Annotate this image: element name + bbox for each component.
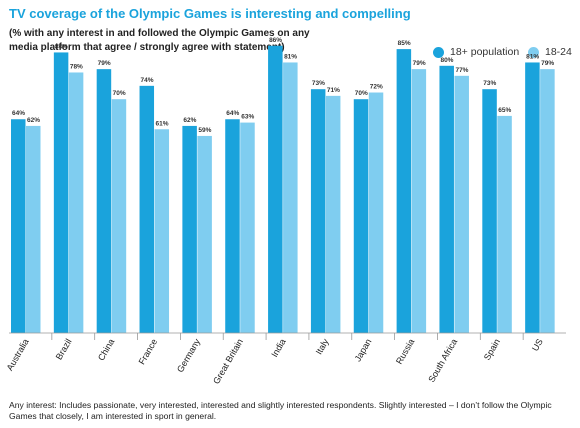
- bar-us-series-1: [525, 62, 540, 334]
- bar-germany-series-2: [197, 135, 212, 333]
- bar-italy-series-1: [310, 89, 326, 334]
- category-label: South Africa: [426, 337, 459, 384]
- category-label: Germany: [175, 337, 202, 374]
- bar-spain-series-1: [482, 89, 497, 334]
- bar-great-britain-series-2: [240, 122, 255, 333]
- category-label: Japan: [353, 337, 374, 363]
- bar-france-series-2: [154, 129, 170, 333]
- bar-us-series-2: [540, 69, 555, 333]
- bar-spain-series-2: [497, 115, 512, 334]
- data-label: 73%: [483, 80, 496, 87]
- data-label: 81%: [284, 53, 297, 60]
- data-label: 74%: [141, 77, 154, 84]
- data-label: 64%: [226, 110, 239, 117]
- bar-russia-series-1: [396, 49, 412, 333]
- data-label: 70%: [355, 90, 368, 97]
- data-label: 78%: [70, 63, 83, 70]
- data-label: 71%: [327, 87, 340, 94]
- footnote: Any interest: Includes passionate, very …: [9, 400, 552, 421]
- data-label: 65%: [498, 107, 511, 114]
- legend-label-18-24: 18-24: [545, 46, 572, 58]
- data-label: 81%: [526, 53, 539, 60]
- data-label: 72%: [370, 84, 383, 91]
- bar-south-africa-series-2: [454, 75, 469, 333]
- bar-italy-series-2: [325, 95, 341, 333]
- bar-brazil-series-2: [68, 72, 84, 333]
- legend-swatch-18-plus: [433, 47, 444, 58]
- data-label: 70%: [113, 90, 126, 97]
- chart-subtitle: (% with any interest in and followed the…: [9, 28, 310, 53]
- bar-great-britain-series-1: [225, 119, 240, 334]
- data-label: 61%: [156, 120, 169, 127]
- bar-australia-series-2: [26, 125, 41, 333]
- category-label: China: [96, 337, 116, 362]
- data-label: 63%: [241, 114, 254, 121]
- data-label: 79%: [98, 60, 111, 67]
- bar-india-series-1: [268, 45, 283, 333]
- data-label: 62%: [183, 117, 196, 124]
- category-label: US: [530, 337, 545, 353]
- category-label: Great Britain: [211, 337, 245, 386]
- bar-south-africa-series-1: [439, 65, 454, 334]
- category-label: India: [269, 337, 287, 359]
- bar-chart: 64%62%Australia84%78%Brazil79%70%China74…: [5, 37, 566, 386]
- bar-russia-series-2: [411, 69, 427, 333]
- bar-brazil-series-1: [53, 52, 69, 333]
- category-label: Brazil: [54, 337, 74, 361]
- bar-china-series-1: [96, 69, 112, 333]
- data-label: 84%: [55, 43, 68, 50]
- bar-japan-series-2: [368, 92, 384, 334]
- category-label: Australia: [5, 337, 31, 372]
- bar-germany-series-1: [182, 125, 197, 333]
- data-label: 59%: [198, 127, 211, 134]
- data-label: 79%: [541, 60, 554, 67]
- data-label: 85%: [398, 40, 411, 47]
- category-label: France: [137, 337, 160, 366]
- bar-india-series-2: [283, 62, 298, 334]
- data-label: 64%: [12, 110, 25, 117]
- data-label: 62%: [27, 117, 40, 124]
- data-label: 80%: [440, 57, 453, 64]
- category-label: Italy: [314, 337, 331, 357]
- chart-title: TV coverage of the Olympic Games is inte…: [9, 6, 411, 21]
- category-label: Russia: [394, 337, 416, 366]
- data-label: 79%: [413, 60, 426, 67]
- legend-swatch-18-24: [528, 47, 539, 58]
- bar-china-series-2: [111, 99, 127, 333]
- data-label: 77%: [455, 67, 468, 74]
- bar-australia-series-1: [11, 119, 26, 334]
- data-label: 73%: [312, 80, 325, 87]
- bar-japan-series-1: [353, 99, 369, 333]
- data-label: 86%: [269, 37, 282, 44]
- legend-label-18-plus: 18+ population: [450, 46, 520, 58]
- bar-france-series-1: [139, 85, 155, 333]
- category-label: Spain: [482, 337, 502, 362]
